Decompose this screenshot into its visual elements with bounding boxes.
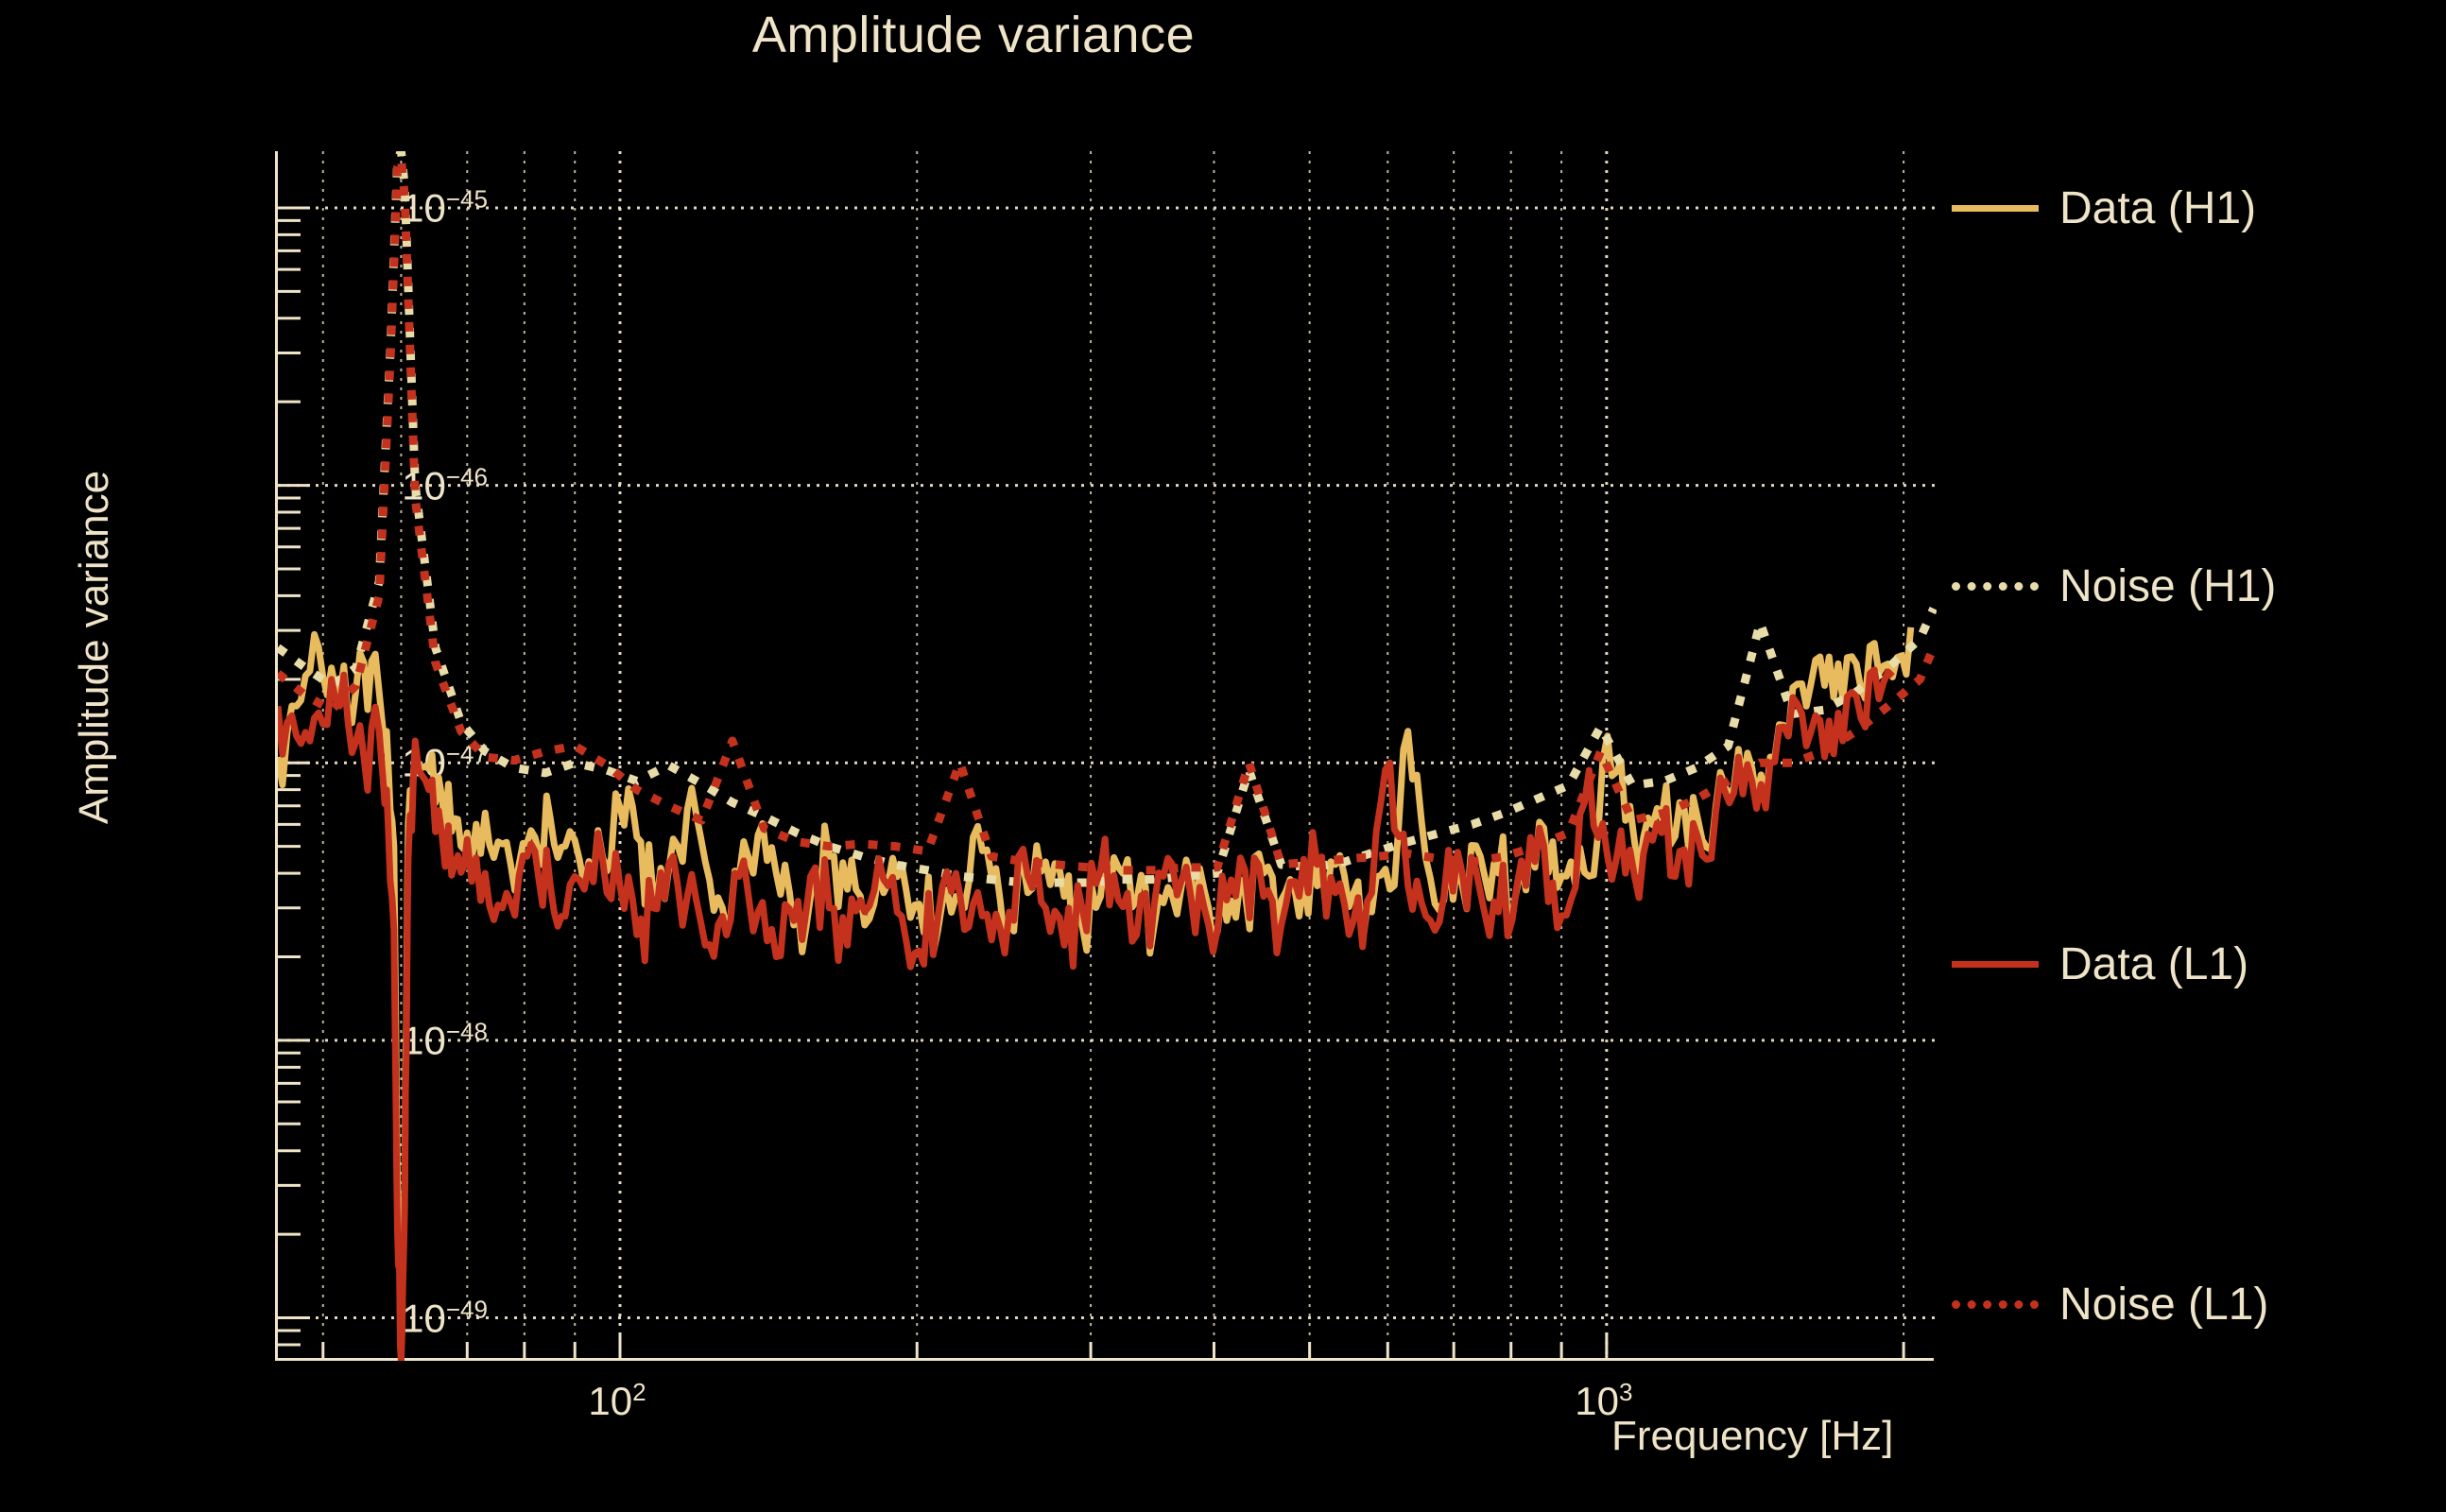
grid-lines	[278, 151, 1937, 1361]
y-axis-label: Amplitude variance	[71, 470, 117, 825]
legend-label: Data (H1)	[2059, 182, 2257, 233]
series-path	[278, 151, 1937, 887]
legend-swatch-dotted	[1952, 581, 2039, 591]
x-axis-minor-ticks	[321, 1332, 1905, 1361]
legend-swatch-solid	[1952, 204, 2039, 212]
plot-area	[278, 151, 1937, 1361]
chart-title: Amplitude variance	[751, 7, 1196, 63]
legend-item-noise-h1[interactable]: Noise (H1)	[1952, 553, 2276, 619]
legend-label: Noise (H1)	[2059, 560, 2277, 611]
x-tick-label: 103	[1575, 1378, 1633, 1423]
legend-swatch-dotted	[1952, 1299, 2039, 1309]
x-axis-label: Frequency [Hz]	[1611, 1413, 1894, 1459]
legend-item-noise-l1[interactable]: Noise (L1)	[1952, 1271, 2268, 1337]
legend-swatch-solid	[1952, 960, 2039, 968]
legend-item-data-h1[interactable]: Data (H1)	[1952, 175, 2256, 241]
legend: Data (H1) Noise (H1) Data (L1) Noise (L1)	[1952, 151, 2443, 1361]
series-path	[278, 666, 1895, 1361]
x-tick-label: 102	[588, 1378, 646, 1423]
legend-label: Data (L1)	[2059, 938, 2249, 989]
plot-frame	[275, 151, 1937, 1361]
plot-svg	[278, 151, 1937, 1361]
series-path	[278, 154, 1937, 875]
legend-item-data-l1[interactable]: Data (L1)	[1952, 931, 2248, 997]
series-path	[278, 627, 1915, 1349]
legend-label: Noise (L1)	[2059, 1279, 2269, 1330]
